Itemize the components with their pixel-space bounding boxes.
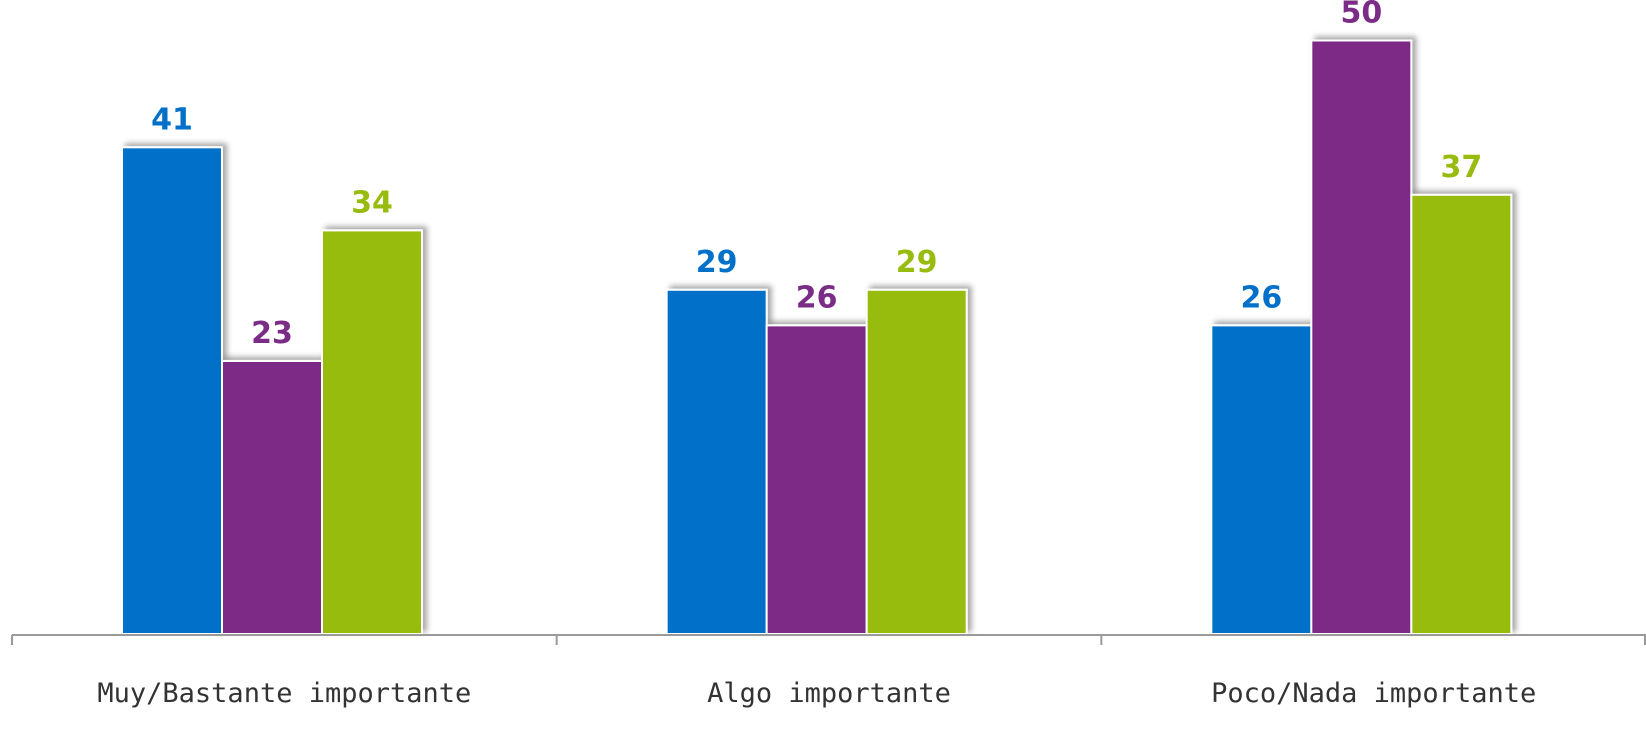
data-label-series1-cat1: 41 — [151, 102, 193, 137]
data-label-series3-cat3: 37 — [1440, 150, 1482, 185]
category-label: Muy/Bastante importante — [97, 678, 471, 709]
bar-series1-cat3 — [1210, 324, 1313, 635]
data-label-series3-cat2: 29 — [896, 245, 938, 280]
value-labels-group: 41 23 34 29 26 29 26 50 37 — [151, 0, 1482, 351]
bar-series2-cat2 — [765, 324, 868, 635]
data-label-series2-cat2: 26 — [796, 280, 838, 315]
bar-series3-cat2 — [865, 288, 968, 635]
bar-series1-cat2 — [665, 288, 768, 635]
category-labels-group: Muy/Bastante importante Algo importante Po… — [97, 678, 1536, 709]
bar-series3-cat3 — [1410, 193, 1513, 635]
bar-series3-cat1 — [321, 229, 423, 635]
data-label-series1-cat3: 26 — [1240, 280, 1282, 315]
x-axis — [11, 634, 1646, 645]
bar-series2-cat3 — [1310, 39, 1413, 635]
category-label: Poco/Nada importante — [1211, 678, 1536, 709]
data-label-series2-cat1: 23 — [251, 316, 293, 351]
bars-group — [121, 39, 1513, 636]
data-label-series2-cat3: 50 — [1340, 0, 1382, 31]
bar-series1-cat1 — [121, 146, 223, 636]
bar-series2-cat1 — [221, 359, 323, 635]
data-label-series1-cat2: 29 — [696, 245, 738, 280]
category-label: Algo importante — [707, 678, 951, 709]
data-label-series3-cat1: 34 — [351, 185, 393, 220]
